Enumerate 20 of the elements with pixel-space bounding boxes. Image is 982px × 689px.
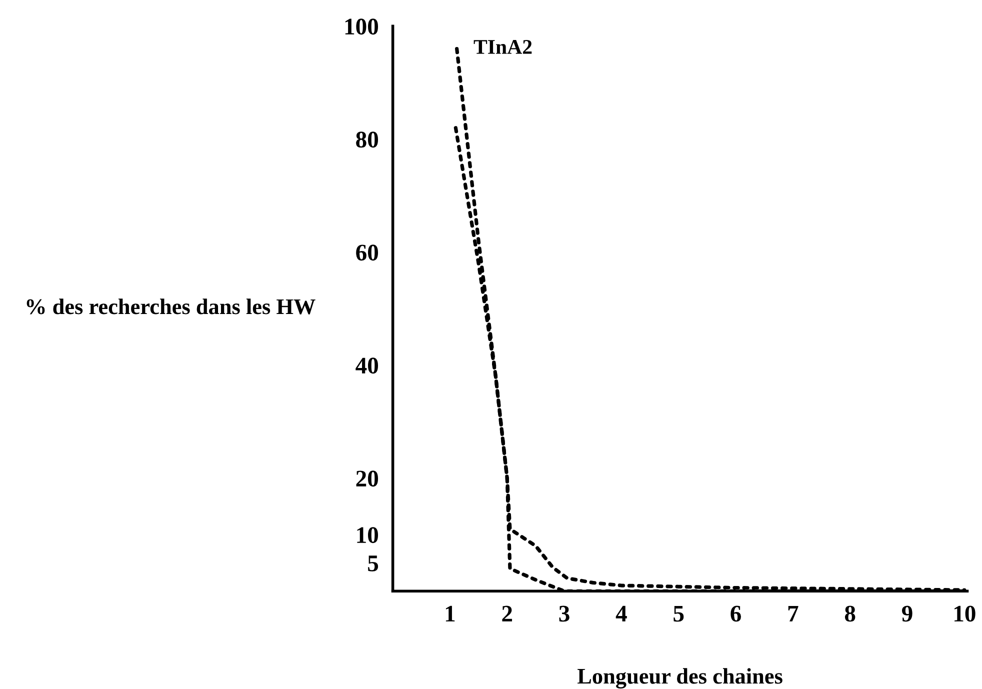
y-axis-title: % des recherches dans les HW xyxy=(26,298,316,314)
y-tick-label: 60 xyxy=(356,244,378,261)
y-tick-label: 40 xyxy=(356,358,378,374)
x-tick-label: 4 xyxy=(616,606,627,622)
x-tick-label: 2 xyxy=(502,606,512,622)
y-tick-label: 80 xyxy=(356,132,378,148)
x-axis-title: Longueur des chaines xyxy=(578,668,782,688)
y-tick-label: 5 xyxy=(368,556,378,572)
x-tick-label: 7 xyxy=(788,606,798,622)
x-tick-label: 3 xyxy=(559,606,570,622)
series-label: TInA2 xyxy=(474,40,532,54)
x-tick-label: 6 xyxy=(730,606,741,622)
y-tick-label: 10 xyxy=(357,527,378,544)
x-tick-label: 8 xyxy=(844,606,856,622)
x-tick-label: 5 xyxy=(674,606,684,622)
x-tick-label: 10 xyxy=(954,606,976,622)
x-tick-label: 1 xyxy=(446,606,455,622)
y-tick-label: 100 xyxy=(345,18,378,35)
x-tick-label: 9 xyxy=(902,606,912,622)
y-tick-label: 20 xyxy=(356,470,378,487)
